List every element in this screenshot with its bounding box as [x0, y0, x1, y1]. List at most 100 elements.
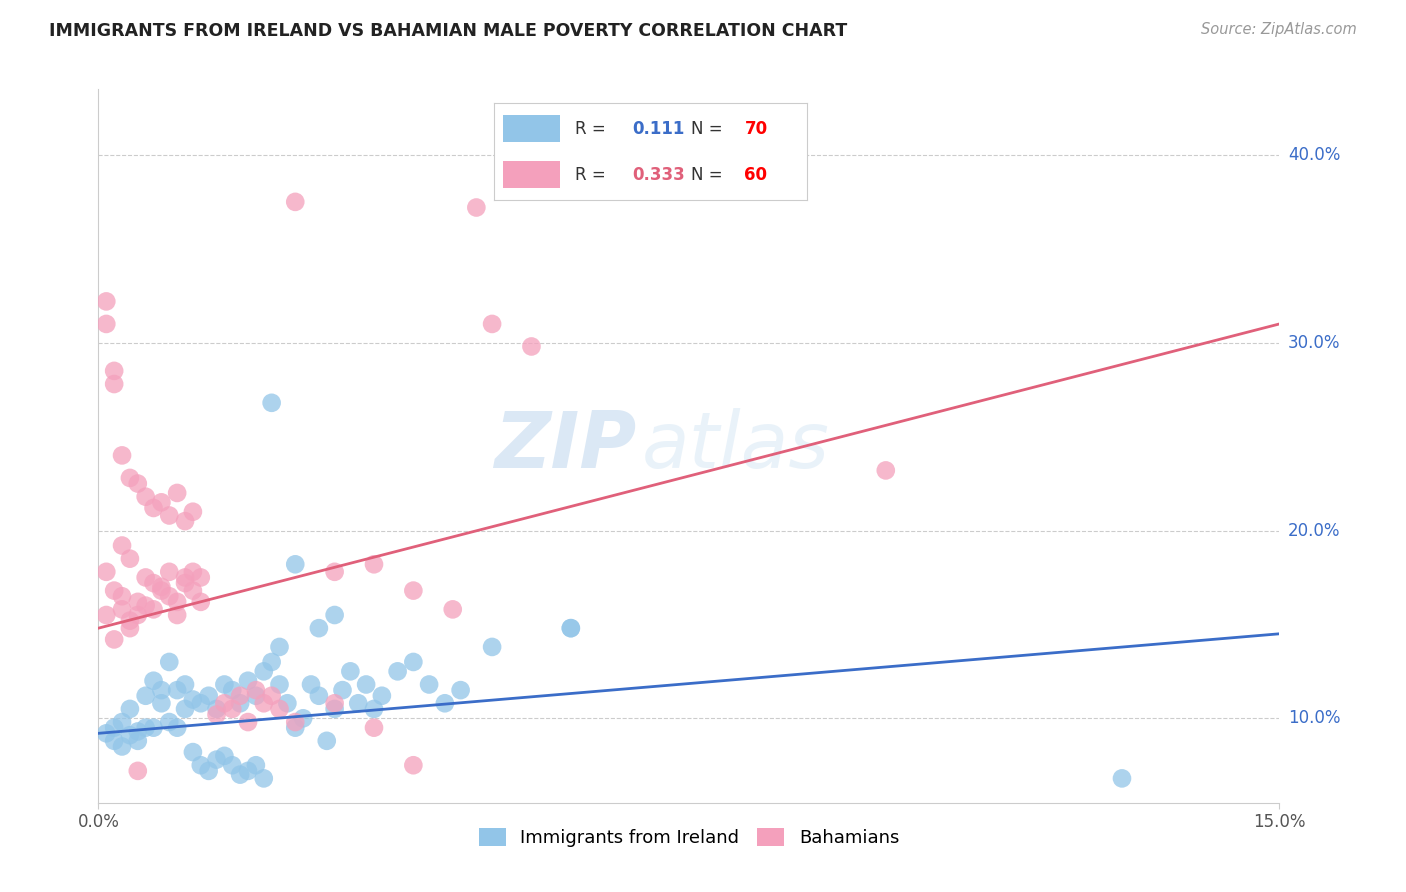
Point: [402, 655, 425, 669]
Point: [111, 449, 134, 463]
Point: [347, 696, 370, 710]
Point: [174, 702, 197, 716]
Point: [253, 665, 276, 679]
Point: [560, 621, 582, 635]
Point: [260, 396, 283, 410]
Point: [150, 696, 173, 710]
Point: [142, 602, 165, 616]
Point: [269, 677, 291, 691]
Point: [103, 377, 125, 392]
Point: [315, 734, 337, 748]
Text: atlas: atlas: [641, 408, 830, 484]
Point: [174, 514, 197, 528]
Point: [292, 711, 315, 725]
Point: [118, 621, 141, 635]
Point: [323, 565, 346, 579]
Point: [253, 696, 276, 710]
Point: [96, 726, 118, 740]
Point: [205, 707, 228, 722]
Point: [166, 607, 188, 622]
Text: 40.0%: 40.0%: [1288, 146, 1340, 164]
Point: [127, 734, 149, 748]
Point: [269, 640, 291, 654]
Point: [135, 490, 157, 504]
Point: [245, 758, 267, 772]
Point: [166, 721, 188, 735]
Point: [157, 655, 180, 669]
Point: [308, 689, 330, 703]
Point: [181, 692, 204, 706]
Text: Source: ZipAtlas.com: Source: ZipAtlas.com: [1201, 22, 1357, 37]
Point: [96, 565, 118, 579]
Point: [197, 689, 219, 703]
Point: [284, 194, 307, 209]
Point: [402, 758, 425, 772]
Point: [157, 589, 180, 603]
Point: [214, 748, 236, 763]
Point: [190, 696, 212, 710]
Point: [190, 595, 212, 609]
Point: [166, 595, 188, 609]
Point: [103, 364, 125, 378]
Point: [269, 702, 291, 716]
Point: [181, 745, 204, 759]
Point: [520, 339, 543, 353]
Point: [276, 696, 298, 710]
Point: [229, 696, 252, 710]
Point: [190, 758, 212, 772]
Point: [387, 665, 409, 679]
Point: [363, 558, 385, 572]
Point: [111, 714, 134, 729]
Point: [402, 583, 425, 598]
Point: [260, 655, 283, 669]
Point: [481, 640, 503, 654]
Point: [127, 607, 149, 622]
Point: [135, 721, 157, 735]
Point: [157, 565, 180, 579]
Point: [127, 595, 149, 609]
Point: [323, 696, 346, 710]
Point: [236, 764, 259, 778]
Point: [142, 721, 165, 735]
Point: [96, 607, 118, 622]
Point: [363, 721, 385, 735]
Point: [118, 728, 141, 742]
Point: [174, 677, 197, 691]
Point: [111, 602, 134, 616]
Point: [441, 602, 464, 616]
Point: [299, 677, 322, 691]
Point: [96, 317, 118, 331]
Point: [245, 689, 267, 703]
Point: [229, 689, 252, 703]
Point: [150, 580, 173, 594]
Point: [339, 665, 361, 679]
Point: [205, 753, 228, 767]
Point: [875, 463, 897, 477]
Point: [433, 696, 456, 710]
Point: [418, 677, 440, 691]
Point: [560, 621, 582, 635]
Point: [142, 673, 165, 688]
Point: [166, 683, 188, 698]
Point: [236, 673, 259, 688]
Point: [214, 696, 236, 710]
Point: [245, 683, 267, 698]
Point: [111, 589, 134, 603]
Point: [181, 565, 204, 579]
Point: [332, 683, 354, 698]
Text: ZIP: ZIP: [494, 408, 636, 484]
Point: [135, 689, 157, 703]
Point: [135, 570, 157, 584]
Point: [450, 683, 472, 698]
Text: 20.0%: 20.0%: [1288, 522, 1340, 540]
Point: [174, 576, 197, 591]
Point: [142, 500, 165, 515]
Point: [157, 714, 180, 729]
Point: [118, 471, 141, 485]
Point: [221, 702, 243, 716]
Point: [150, 683, 173, 698]
Point: [103, 583, 125, 598]
Point: [181, 505, 204, 519]
Point: [127, 476, 149, 491]
Point: [284, 721, 307, 735]
